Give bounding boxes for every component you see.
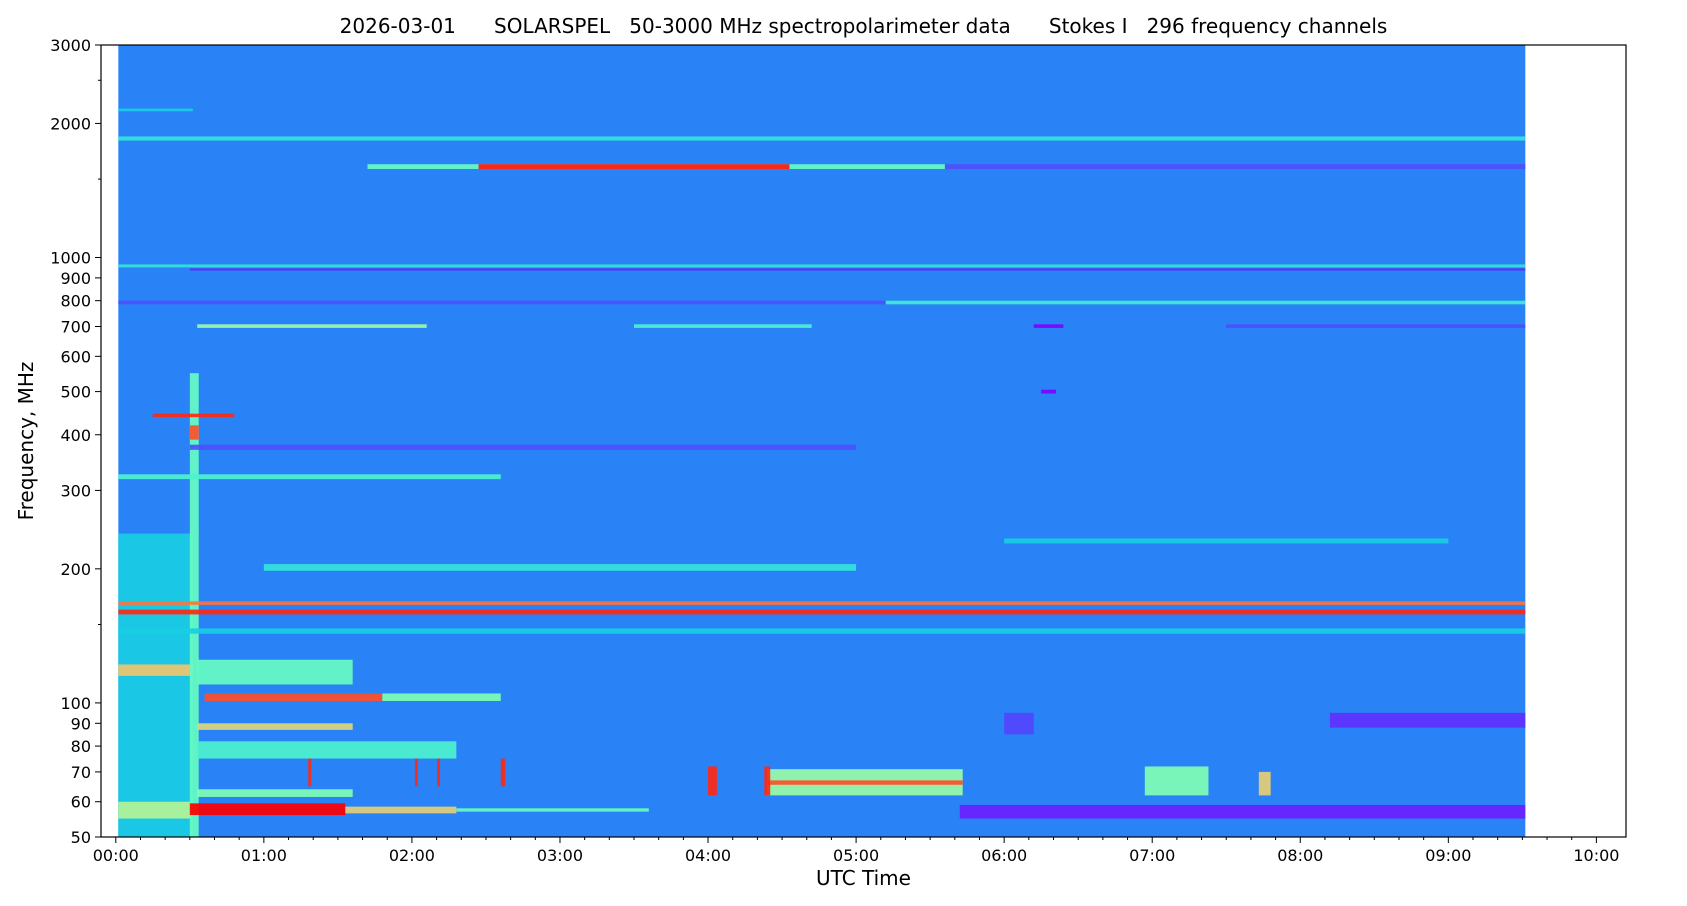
heatmap-cell-band-63 bbox=[197, 789, 353, 797]
heatmap-cell-early-lowfreq-region bbox=[118, 533, 193, 837]
heatmap-cell-early-band-57 bbox=[118, 801, 193, 819]
y-tick-label: 600 bbox=[60, 347, 91, 366]
x-tick-label: 03:00 bbox=[537, 846, 583, 865]
y-tick-label: 900 bbox=[60, 269, 91, 288]
heatmap-cell-band-103-tail bbox=[382, 693, 501, 701]
x-tick-label: 02:00 bbox=[389, 846, 435, 865]
heatmap-cell-violet-57 bbox=[959, 804, 1526, 819]
heatmap-cell-burst-66-core bbox=[767, 780, 963, 785]
heatmap-cell-line-700-c bbox=[1226, 324, 1526, 328]
x-tick-label: 04:00 bbox=[685, 846, 731, 865]
heatmap-cell-line-700-a bbox=[197, 324, 427, 328]
heatmap-cell-band-115 bbox=[197, 659, 353, 685]
heatmap-cell-line-940 bbox=[189, 268, 1526, 271]
heatmap-cell-band-145 bbox=[118, 628, 1526, 634]
title-instrument: SOLARSPEL 50-3000 MHz spectropolarimeter… bbox=[494, 14, 1011, 38]
heatmap-marks bbox=[118, 45, 1526, 837]
heatmap-cell-dots-440 bbox=[152, 413, 235, 418]
heatmap-cell-band-78 bbox=[197, 741, 457, 759]
heatmap-cell-spike-2.15h bbox=[437, 758, 441, 787]
x-tick-label: 08:00 bbox=[1277, 846, 1323, 865]
x-axis: 00:00 01:00 02:00 03:00 04:00 05:00 06:00 07:00… bbox=[93, 837, 1619, 865]
x-tick-label: 07:00 bbox=[1129, 846, 1175, 865]
x-tick-label: 10:00 bbox=[1573, 846, 1619, 865]
y-tick-label: 500 bbox=[60, 383, 91, 402]
y-tick-label: 200 bbox=[60, 560, 91, 579]
heatmap-cell-spike-1.3h bbox=[308, 758, 312, 787]
y-tick-label: 60 bbox=[71, 793, 91, 812]
heatmap-cell-early-band-120 bbox=[118, 664, 193, 676]
x-tick-label: 05:00 bbox=[833, 846, 879, 865]
heatmap-cell-spike-4.4h bbox=[764, 766, 771, 796]
heatmap-background bbox=[118, 45, 1526, 837]
y-tick-label: 80 bbox=[71, 737, 91, 756]
heatmap-cell-violet-92 bbox=[1329, 712, 1526, 728]
heatmap-cell-line-1850 bbox=[118, 136, 1526, 141]
heatmap-cell-violet-700 bbox=[1033, 324, 1064, 328]
y-tick-label: 50 bbox=[71, 828, 91, 847]
heatmap-cell-line-700-b bbox=[634, 324, 812, 328]
x-axis-label: UTC Time bbox=[816, 866, 911, 890]
y-tick-label: 90 bbox=[71, 714, 91, 733]
heatmap-cell-line-790-a bbox=[118, 300, 886, 305]
heatmap-cell-band-200 bbox=[263, 564, 857, 571]
heatmap-cell-spike-2h bbox=[414, 758, 418, 787]
heatmap-cell-band-103-core bbox=[204, 693, 383, 701]
heatmap-cell-line-2150 bbox=[118, 108, 193, 112]
heatmap-cell-burst-57-tail bbox=[345, 806, 457, 814]
y-tick-label: 1000 bbox=[50, 249, 91, 268]
axes-frame bbox=[100, 44, 1627, 838]
heatmap-cell-line-1600-core bbox=[478, 164, 790, 170]
y-tick-label: 3000 bbox=[50, 36, 91, 55]
heatmap-cell-band-320 bbox=[118, 474, 501, 480]
y-tick-label: 400 bbox=[60, 426, 91, 445]
heatmap-cell-line-955 bbox=[118, 264, 1526, 268]
heatmap-cell-spike-2.6h bbox=[500, 758, 506, 787]
heatmap-cell-burst-57-core bbox=[189, 803, 346, 816]
heatmap-cell-spike-4h bbox=[708, 766, 717, 796]
title-date: 2026-03-01 bbox=[339, 14, 456, 38]
heatmap-cell-line-167 bbox=[118, 601, 1526, 605]
heatmap-cell-violet-375 bbox=[189, 444, 857, 450]
y-tick-label: 100 bbox=[60, 694, 91, 713]
heatmap-cell-burst-57-decay bbox=[456, 808, 649, 812]
heatmap-cell-burst-66-c bbox=[1258, 771, 1271, 796]
y-tick-label: 70 bbox=[71, 763, 91, 782]
x-tick-label: 09:00 bbox=[1425, 846, 1471, 865]
x-tick-label: 01:00 bbox=[241, 846, 287, 865]
heatmap-cell-spot-400 bbox=[189, 425, 199, 440]
heatmap-cell-band-88 bbox=[197, 723, 353, 730]
y-tick-label: 2000 bbox=[50, 114, 91, 133]
heatmap-cell-band-230 bbox=[1004, 538, 1449, 544]
heatmap-cell-violet-500 bbox=[1041, 389, 1056, 394]
title-stokes: Stokes I 296 frequency channels bbox=[1048, 14, 1388, 38]
heatmap-cell-onset-vertical bbox=[189, 373, 199, 837]
y-tick-label: 800 bbox=[60, 292, 91, 311]
x-tick-label: 06:00 bbox=[981, 846, 1027, 865]
heatmap-cell-line-790-b bbox=[885, 300, 1526, 305]
heatmap-cell-line-160 bbox=[118, 609, 1526, 615]
heatmap-cell-violet-patch-90 bbox=[1004, 712, 1034, 735]
x-tick-label: 00:00 bbox=[93, 846, 139, 865]
y-tick-label: 700 bbox=[60, 318, 91, 337]
heatmap-cell-line-1600-violet bbox=[944, 164, 1526, 170]
y-axis-label: Frequency, MHz bbox=[14, 361, 38, 521]
y-tick-label: 300 bbox=[60, 481, 91, 500]
heatmap-cell-burst-66-b bbox=[1144, 766, 1209, 796]
chart-title: 2026-03-01 SOLARSPEL 50-3000 MHz spectro… bbox=[101, 14, 1626, 38]
